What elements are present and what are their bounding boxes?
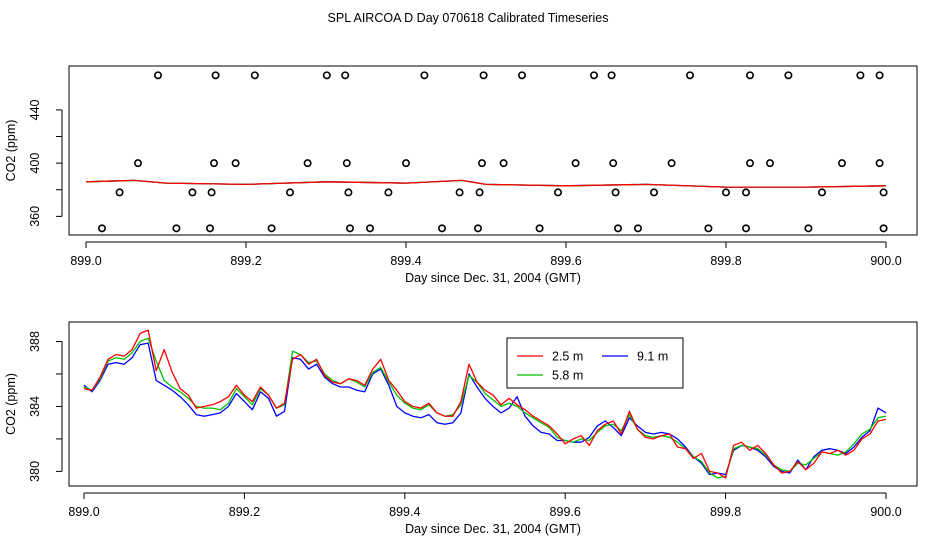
data-point <box>535 224 544 233</box>
data-point <box>342 159 351 168</box>
data-point <box>322 71 331 80</box>
data-point <box>134 159 143 168</box>
data-point <box>211 71 220 80</box>
data-point <box>613 224 622 233</box>
series-line-25m <box>85 179 887 188</box>
data-point <box>499 159 508 168</box>
legend-box <box>506 337 684 389</box>
data-point <box>607 71 616 80</box>
x-axis-label: Day since Dec. 31, 2004 (GMT) <box>405 522 581 536</box>
data-point <box>685 71 694 80</box>
data-point <box>267 224 276 233</box>
figure-title: SPL AIRCOA D Day 070618 Calibrated Times… <box>328 11 609 25</box>
data-point <box>455 188 464 197</box>
data-point <box>420 71 429 80</box>
data-point <box>875 71 884 80</box>
data-point <box>837 159 846 168</box>
data-point <box>437 224 446 233</box>
data-point <box>115 188 124 197</box>
data-point <box>473 224 482 233</box>
x-axis-label: Day since Dec. 31, 2004 (GMT) <box>405 271 581 285</box>
y-tick-label: 388 <box>28 331 42 352</box>
data-point <box>856 71 865 80</box>
x-tick-label: 899.0 <box>70 254 101 268</box>
data-point <box>210 159 219 168</box>
y-tick-label: 380 <box>28 461 42 482</box>
bottom-line-panel: 899.0 899.2 899.4 899.6 899.8 900.0 Day since … <box>4 321 918 536</box>
data-point <box>633 224 642 233</box>
x-tick-label: 899.6 <box>550 254 581 268</box>
data-point <box>344 188 353 197</box>
x-tick-label: 899.8 <box>710 505 741 519</box>
data-point <box>231 159 240 168</box>
data-point <box>250 71 259 80</box>
data-point <box>345 224 354 233</box>
data-point <box>384 188 393 197</box>
data-point <box>341 71 350 80</box>
x-tick-label: 899.8 <box>710 254 741 268</box>
data-point <box>475 188 484 197</box>
legend-label: 5.8 m <box>552 369 583 383</box>
data-point <box>741 188 750 197</box>
y-tick-label: 400 <box>28 153 42 174</box>
data-point <box>879 188 888 197</box>
data-point <box>721 188 730 197</box>
x-tick-label: 899.2 <box>229 505 260 519</box>
data-point <box>479 71 488 80</box>
x-tick-label: 900.0 <box>870 254 901 268</box>
x-tick-label: 899.2 <box>230 254 261 268</box>
data-point <box>875 159 884 168</box>
top-scatter-panel: 899.0 899.2 899.4 899.6 899.8 900.0 Day since … <box>4 65 918 285</box>
data-point <box>609 159 618 168</box>
data-point <box>741 224 750 233</box>
data-point <box>745 71 754 80</box>
series-line-58m <box>83 337 887 479</box>
y-tick-label: 440 <box>28 99 42 120</box>
y-tick-label: 384 <box>28 396 42 417</box>
x-tick-label: 900.0 <box>870 505 901 519</box>
data-point <box>804 224 813 233</box>
x-tick-label: 899.0 <box>68 505 99 519</box>
plot-frame <box>68 65 918 236</box>
data-point <box>784 71 793 80</box>
data-point <box>285 188 294 197</box>
data-point <box>207 188 216 197</box>
legend-label: 9.1 m <box>637 350 668 364</box>
data-point <box>611 188 620 197</box>
data-point <box>303 159 312 168</box>
data-point <box>667 159 676 168</box>
data-point <box>401 159 410 168</box>
x-tick-label: 899.4 <box>389 505 420 519</box>
data-point <box>517 71 526 80</box>
y-axis-label: CO2 (ppm) <box>4 373 18 435</box>
data-point <box>879 224 888 233</box>
data-point <box>98 224 107 233</box>
legend-label: 2.5 m <box>552 350 583 364</box>
data-point <box>704 224 713 233</box>
data-point <box>206 224 215 233</box>
x-tick-label: 899.6 <box>550 505 581 519</box>
y-tick-label: 360 <box>28 206 42 227</box>
data-point <box>745 159 754 168</box>
series-line-25m <box>83 329 887 479</box>
data-point <box>589 71 598 80</box>
data-point <box>154 71 163 80</box>
plot-frame <box>68 321 918 487</box>
data-point <box>571 159 580 168</box>
data-point <box>477 159 486 168</box>
data-point <box>172 224 181 233</box>
y-axis-label: CO2 (ppm) <box>4 120 18 182</box>
x-tick-label: 899.4 <box>390 254 421 268</box>
data-point <box>649 188 658 197</box>
data-point <box>817 188 826 197</box>
data-point <box>188 188 197 197</box>
data-point <box>553 188 562 197</box>
data-point <box>365 224 374 233</box>
data-point <box>765 159 774 168</box>
